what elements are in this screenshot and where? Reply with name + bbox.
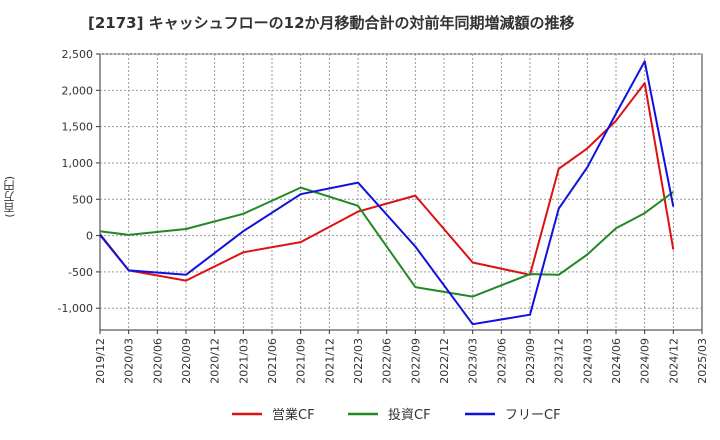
x-tick-label: 2023/09 <box>524 338 537 384</box>
y-tick-label: -1,000 <box>58 302 93 315</box>
y-tick-label: 1,000 <box>62 157 94 170</box>
legend-label-1: 営業CF <box>272 407 315 423</box>
x-tick-label: 2025/03 <box>696 338 709 384</box>
x-tick-label: 2020/03 <box>123 338 136 384</box>
x-tick-label: 2020/06 <box>151 338 164 384</box>
x-tick-label: 2024/12 <box>667 338 680 384</box>
x-tick-label: 2023/03 <box>467 338 480 384</box>
x-tick-label: 2022/03 <box>352 338 365 384</box>
plot-frame <box>99 53 703 331</box>
y-tick-label: -500 <box>68 266 93 279</box>
legend-label-3: フリーCF <box>505 408 561 423</box>
x-tick-label: 2024/03 <box>581 338 594 384</box>
x-tick-label: 2021/03 <box>237 338 250 384</box>
x-tick-label: 2020/12 <box>209 338 222 384</box>
y-tick-label: 2,500 <box>62 48 94 61</box>
chart-title: [2173] キャッシュフローの12か月移動合計の対前年同期増減額の推移 <box>88 14 575 32</box>
x-tick-label: 2022/12 <box>438 338 451 384</box>
grid-layer <box>99 53 703 331</box>
x-tick-label: 2022/09 <box>409 338 422 384</box>
series-layer <box>99 60 675 326</box>
legend-label-2: 投資CF <box>388 407 431 423</box>
y-tick-label: 2,000 <box>62 84 94 97</box>
x-tick-label: 2021/12 <box>323 338 336 384</box>
x-tick-label: 2022/06 <box>381 338 394 384</box>
x-tick-label: 2021/06 <box>266 338 279 384</box>
x-tick-label: 2024/06 <box>610 338 623 384</box>
series-line-2 <box>99 186 674 298</box>
x-tick-label: 2024/09 <box>639 338 652 384</box>
x-tick-label: 2019/12 <box>94 338 107 384</box>
x-tick-label: 2021/09 <box>295 338 308 384</box>
series-line-1 <box>99 82 675 282</box>
axis-layer: 2,500 2,000 1,500 1,000 500 0 -500 -1,000 2019/1… <box>58 48 709 384</box>
x-tick-label: 2020/09 <box>180 338 193 384</box>
x-tick-label: 2023/06 <box>495 338 508 384</box>
y-tick-label: 0 <box>86 230 93 243</box>
x-tick-label: 2023/12 <box>553 338 566 384</box>
series-line-3 <box>99 60 675 326</box>
legend-layer: 営業CF 投資CF フリーCF <box>232 407 561 423</box>
y-tick-label: 500 <box>72 193 93 206</box>
y-tick-label: 1,500 <box>62 121 94 134</box>
